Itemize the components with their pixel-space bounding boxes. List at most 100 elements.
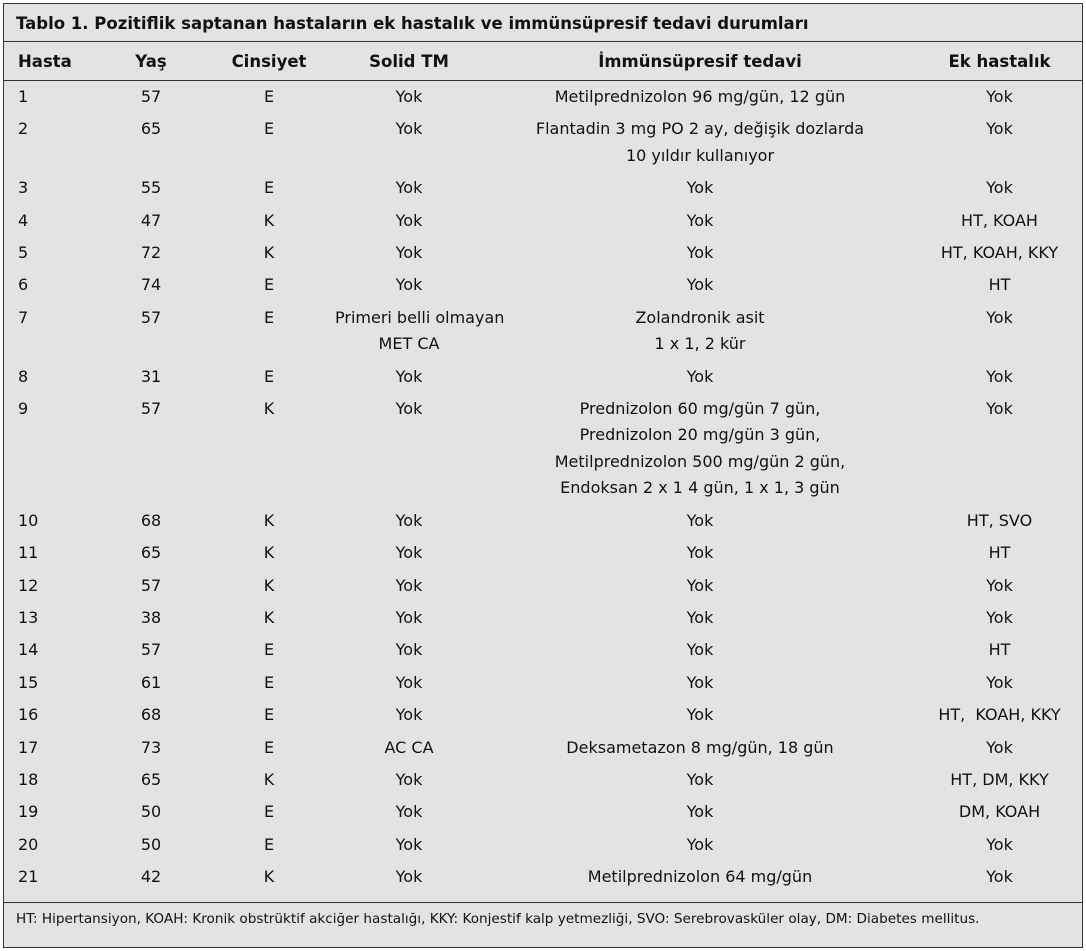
table-cell: E: [263, 275, 275, 295]
table-cell: E: [263, 366, 275, 386]
table-row: 8 31 E Yok Yok Yok: [4, 361, 1082, 393]
table-cell: 11: [18, 543, 39, 563]
table-cell: Yok: [395, 769, 423, 789]
cell-line: Endoksan 2 x 1 4 gün, 1 x 1, 3 gün: [560, 478, 840, 498]
table-row: 16 68 E Yok Yok HT, KOAH, KKY: [4, 699, 1082, 731]
table-cell: Yok: [395, 867, 423, 887]
table-cell: HT: [988, 275, 1011, 295]
table-cell: E: [263, 178, 275, 198]
table-cell: Yok: [686, 640, 714, 660]
table-cell: 15: [18, 672, 39, 692]
table-cell: 19: [18, 802, 39, 822]
cell-line: 1 x 1, 2 kür: [654, 334, 746, 354]
table-cell: 8: [18, 366, 29, 386]
table-cell: 68: [140, 705, 162, 725]
table-cell: 10: [18, 510, 39, 530]
table-cell: Yok: [395, 640, 423, 660]
table-cell: 3: [18, 178, 29, 198]
table-cell: 65: [140, 769, 162, 789]
table-cell: 18: [18, 769, 39, 789]
table-row: 7 57 E Primeri belli olmayan MET CA Zolandron…: [4, 302, 1082, 361]
table-cell: Yok: [395, 607, 423, 627]
column-header: Cinsiyet: [203, 42, 335, 81]
table-row: 1 57 E Yok Metilprednizolon 96 mg/gün, 12 gü…: [4, 81, 1082, 114]
table-cell: AC CA: [384, 737, 434, 757]
cell-line: MET CA: [378, 334, 440, 354]
table-cell: 38: [140, 607, 162, 627]
table-cell: 31: [140, 366, 162, 386]
footnote: HT: Hipertansiyon, KOAH: Kronik obstrükt…: [4, 902, 1082, 927]
table-cell: Yok: [686, 672, 714, 692]
table-cell: Yok: [686, 275, 714, 295]
table-cell: Deksametazon 8 mg/gün, 18 gün: [566, 737, 834, 757]
table-cell: Yok: [686, 834, 714, 854]
table-cell: E: [263, 802, 275, 822]
table-cell: E: [263, 640, 275, 660]
table-cell: Yok: [395, 275, 423, 295]
column-header: Ek hastalık: [917, 42, 1082, 81]
table-cell: 4: [18, 210, 29, 230]
table-cell: 17: [18, 737, 39, 757]
table-cell: Yok: [395, 705, 423, 725]
table-cell: DM, KOAH: [958, 802, 1041, 822]
table-cell: Yok: [686, 802, 714, 822]
table-row: 17 73 E AC CA Deksametazon 8 mg/gün, 18 gün Y…: [4, 732, 1082, 764]
table-row: 14 57 E Yok Yok HT: [4, 634, 1082, 666]
table-row: 21 42 K Yok Metilprednizolon 64 mg/gün Yok: [4, 861, 1082, 893]
cell-line: Flantadin 3 mg PO 2 ay, değişik dozlarda: [535, 119, 865, 139]
table-cell: Yok: [686, 210, 714, 230]
table-cell: 68: [140, 510, 162, 530]
table-cell: K: [263, 607, 275, 627]
table-cell: K: [263, 510, 275, 530]
table-cell: Metilprednizolon 64 mg/gün: [587, 867, 813, 887]
table-cell: Primeri belli olmayan MET CA: [335, 302, 504, 361]
table-cell: 42: [140, 867, 162, 887]
table-cell: Yok: [395, 243, 423, 263]
table-cell: E: [263, 705, 275, 725]
table-row: 12 57 K Yok Yok Yok: [4, 570, 1082, 602]
table-cell: 21: [18, 867, 39, 887]
table-cell: 74: [140, 275, 162, 295]
table-cell: 57: [140, 87, 162, 106]
table-cell: K: [263, 243, 275, 263]
table-cell: E: [263, 834, 275, 854]
table-figure: Tablo 1. Pozitiflik saptanan hastaların …: [3, 3, 1083, 948]
table-cell: HT, KOAH, KKY: [940, 243, 1059, 263]
table-row: 4 47 K Yok Yok HT, KOAH: [4, 205, 1082, 237]
table-cell: Yok: [686, 543, 714, 563]
table-cell: Yok: [686, 769, 714, 789]
table-cell: Yok: [686, 510, 714, 530]
table-cell: 2: [18, 119, 29, 139]
table-cell: K: [263, 210, 275, 230]
table-cell: 72: [140, 243, 162, 263]
table-cell: HT, SVO: [966, 510, 1033, 530]
table-cell: Yok: [395, 399, 423, 419]
table-cell: 61: [140, 672, 162, 692]
table-cell: HT, DM, KKY: [950, 769, 1049, 789]
table-cell: Yok: [686, 575, 714, 595]
table-cell: Yok: [986, 178, 1013, 198]
table-cell: 65: [140, 543, 162, 563]
table-cell: 57: [140, 307, 162, 327]
table-title: Tablo 1. Pozitiflik saptanan hastaların …: [4, 4, 1082, 42]
table-cell: 9: [18, 399, 29, 419]
table-row: 9 57 K Yok Prednizolon 60 mg/gün 7 gün, Predn…: [4, 393, 1082, 505]
table-cell: 50: [140, 834, 162, 854]
table-cell: 14: [18, 640, 39, 660]
table-row: 11 65 K Yok Yok HT: [4, 537, 1082, 569]
table-cell: Yok: [395, 366, 423, 386]
table-row: 20 50 E Yok Yok Yok: [4, 829, 1082, 861]
table-cell: 6: [18, 275, 29, 295]
table-cell: 73: [140, 737, 162, 757]
table-cell: Yok: [986, 87, 1013, 106]
column-header: Yaş: [99, 42, 203, 81]
table-cell: E: [263, 737, 275, 757]
table-cell: Yok: [395, 119, 423, 139]
table-row: 6 74 E Yok Yok HT: [4, 269, 1082, 301]
table-cell: Yok: [686, 705, 714, 725]
table-cell: Yok: [395, 672, 423, 692]
cell-line: Prednizolon 20 mg/gün 3 gün,: [579, 425, 821, 445]
table-cell: Yok: [986, 119, 1013, 139]
cell-line: Prednizolon 60 mg/gün 7 gün,: [579, 399, 821, 419]
cell-line: 10 yıldır kullanıyor: [625, 145, 775, 165]
